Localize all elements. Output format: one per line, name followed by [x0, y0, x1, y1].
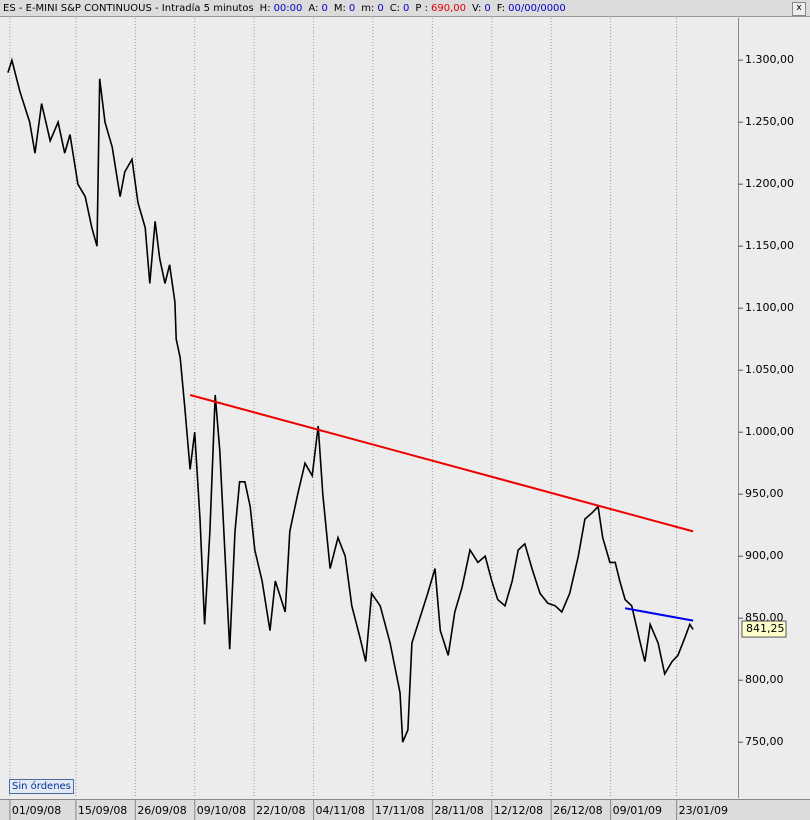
y-tick-label: 800,00	[745, 673, 784, 686]
last-price-box	[741, 620, 787, 638]
price-line	[7, 57, 694, 743]
x-tick-label: 15/09/08	[78, 804, 127, 817]
plot-area	[0, 18, 738, 798]
y-tick-label: 1.300,00	[745, 53, 794, 66]
y-tick-label: 900,00	[745, 549, 784, 562]
y-tick-label: 1.150,00	[745, 239, 794, 252]
y-tick-label: 1.050,00	[745, 363, 794, 376]
field-value: 0	[377, 3, 384, 14]
last-price-label: 841,25	[746, 622, 785, 635]
field-value: 690,00	[431, 3, 466, 14]
x-tick-label: 23/01/09	[679, 804, 728, 817]
x-tick-label: 28/11/08	[434, 804, 483, 817]
header-fields: H: 00:00 A: 0 M: 0 m: 0 C: 0 P :690,00 V: 0 F: 00/00/0…	[254, 3, 566, 14]
field-value: 0	[348, 3, 356, 14]
y-tick-label: 1.250,00	[745, 115, 794, 128]
field-label: V:	[472, 3, 482, 14]
y-tick-label: 1.200,00	[745, 177, 794, 190]
date-axis	[0, 799, 810, 820]
x-tick-label: 26/09/08	[137, 804, 186, 817]
y-tick-label: 1.000,00	[745, 425, 794, 438]
field-label: A:	[308, 3, 319, 14]
y-tick-label: 1.100,00	[745, 301, 794, 314]
trend-line	[624, 607, 694, 622]
x-tick-label: 26/12/08	[553, 804, 602, 817]
field-label: H:	[259, 3, 271, 14]
x-tick-label: 01/09/08	[12, 804, 61, 817]
close-button[interactable]: x	[792, 2, 806, 16]
x-tick-label: 22/10/08	[256, 804, 305, 817]
y-tick-label: 950,00	[745, 487, 784, 500]
field-value: 0	[321, 3, 328, 14]
x-tick-label: 09/10/08	[197, 804, 246, 817]
orders-button[interactable]: Sin órdenes	[9, 779, 74, 794]
y-tick-label: 750,00	[745, 735, 784, 748]
x-tick-label: 09/01/09	[613, 804, 662, 817]
x-tick-label: 17/11/08	[375, 804, 424, 817]
field-label: C:	[389, 3, 401, 14]
field-label: P :	[415, 3, 428, 14]
trend-line	[189, 394, 694, 533]
field-value: 0	[403, 3, 410, 14]
field-label: M:	[333, 3, 346, 14]
field-value: 0	[484, 3, 491, 14]
field-value: 00:00	[273, 3, 303, 14]
x-tick-label: 04/11/08	[316, 804, 365, 817]
field-value: 00/00/0000	[508, 3, 566, 14]
header: ES - E-MINI S&P CONTINUOUS - Intradía 5 …	[0, 0, 810, 17]
field-label: m:	[361, 3, 375, 14]
field-label: F:	[496, 3, 506, 14]
header-title: ES - E-MINI S&P CONTINUOUS - Intradía 5 …	[3, 3, 254, 14]
x-tick-label: 12/12/08	[494, 804, 543, 817]
